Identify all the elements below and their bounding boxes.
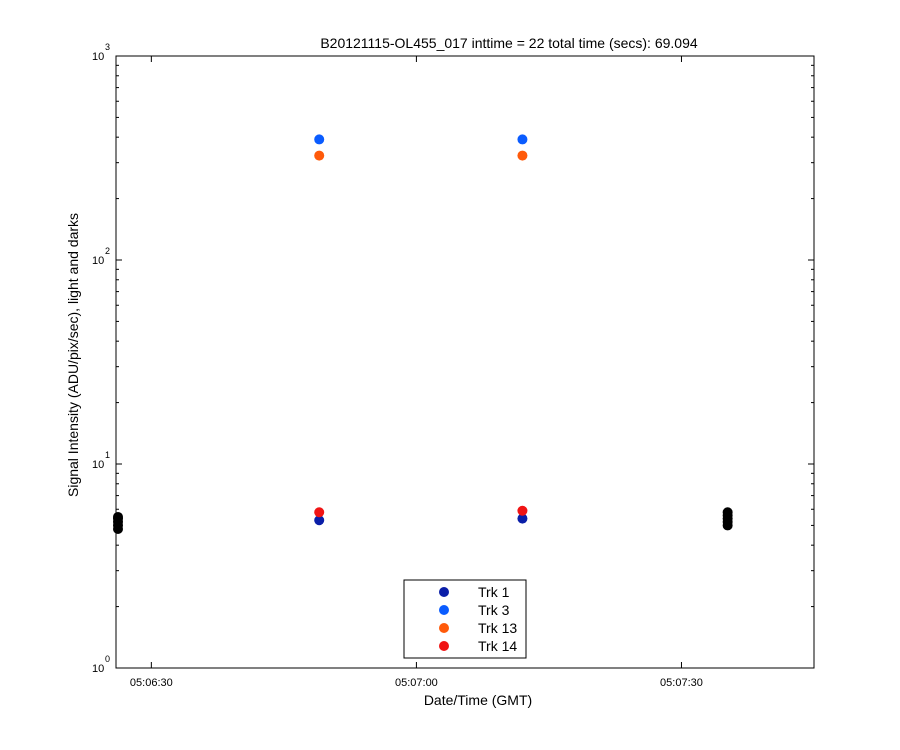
point-trk-3 (314, 134, 325, 145)
legend-marker (439, 587, 449, 597)
legend-label: Trk 3 (478, 602, 510, 618)
legend-label: Trk 13 (478, 620, 517, 636)
dark-point (722, 507, 733, 518)
y-tick-label-exponent: 2 (105, 246, 110, 256)
x-axis-label: Date/Time (GMT) (424, 692, 532, 708)
point-trk-14 (517, 505, 528, 516)
data-points (113, 134, 733, 535)
point-trk-13 (314, 150, 325, 161)
y-tick-label-base: 10 (92, 255, 104, 267)
dark-point (113, 511, 123, 522)
y-axis-label: Signal Intensity (ADU/pix/sec), light an… (65, 213, 81, 497)
y-tick-label-exponent: 0 (105, 654, 110, 664)
point-trk-13 (517, 150, 528, 161)
legend-label: Trk 14 (478, 638, 517, 654)
y-tick-label-base: 10 (92, 459, 104, 471)
legend: Trk 1 Trk 3 Trk 13 Trk 14 (403, 579, 527, 659)
point-trk-3 (517, 134, 528, 145)
y-tick-label-base: 10 (92, 51, 104, 63)
point-trk-1 (517, 513, 528, 524)
point-trk-1 (314, 515, 325, 526)
plot-area-frame (115, 55, 815, 669)
chart-title: B20121115-OL455_017 inttime = 22 total t… (320, 35, 698, 51)
point-trk-14 (314, 507, 325, 518)
y-tick-label-exponent: 3 (105, 42, 110, 52)
legend-marker (439, 623, 449, 633)
y-tick-label-exponent: 1 (105, 450, 110, 460)
x-tick-label: 05:07:30 (660, 677, 703, 689)
legend-box (403, 579, 527, 659)
x-tick-label: 05:06:30 (130, 677, 173, 689)
legend-label: Trk 1 (478, 584, 510, 600)
legend-marker (439, 641, 449, 651)
legend-marker (439, 605, 449, 615)
x-tick-label: 05:07:00 (395, 677, 438, 689)
y-tick-label-base: 10 (92, 663, 104, 675)
